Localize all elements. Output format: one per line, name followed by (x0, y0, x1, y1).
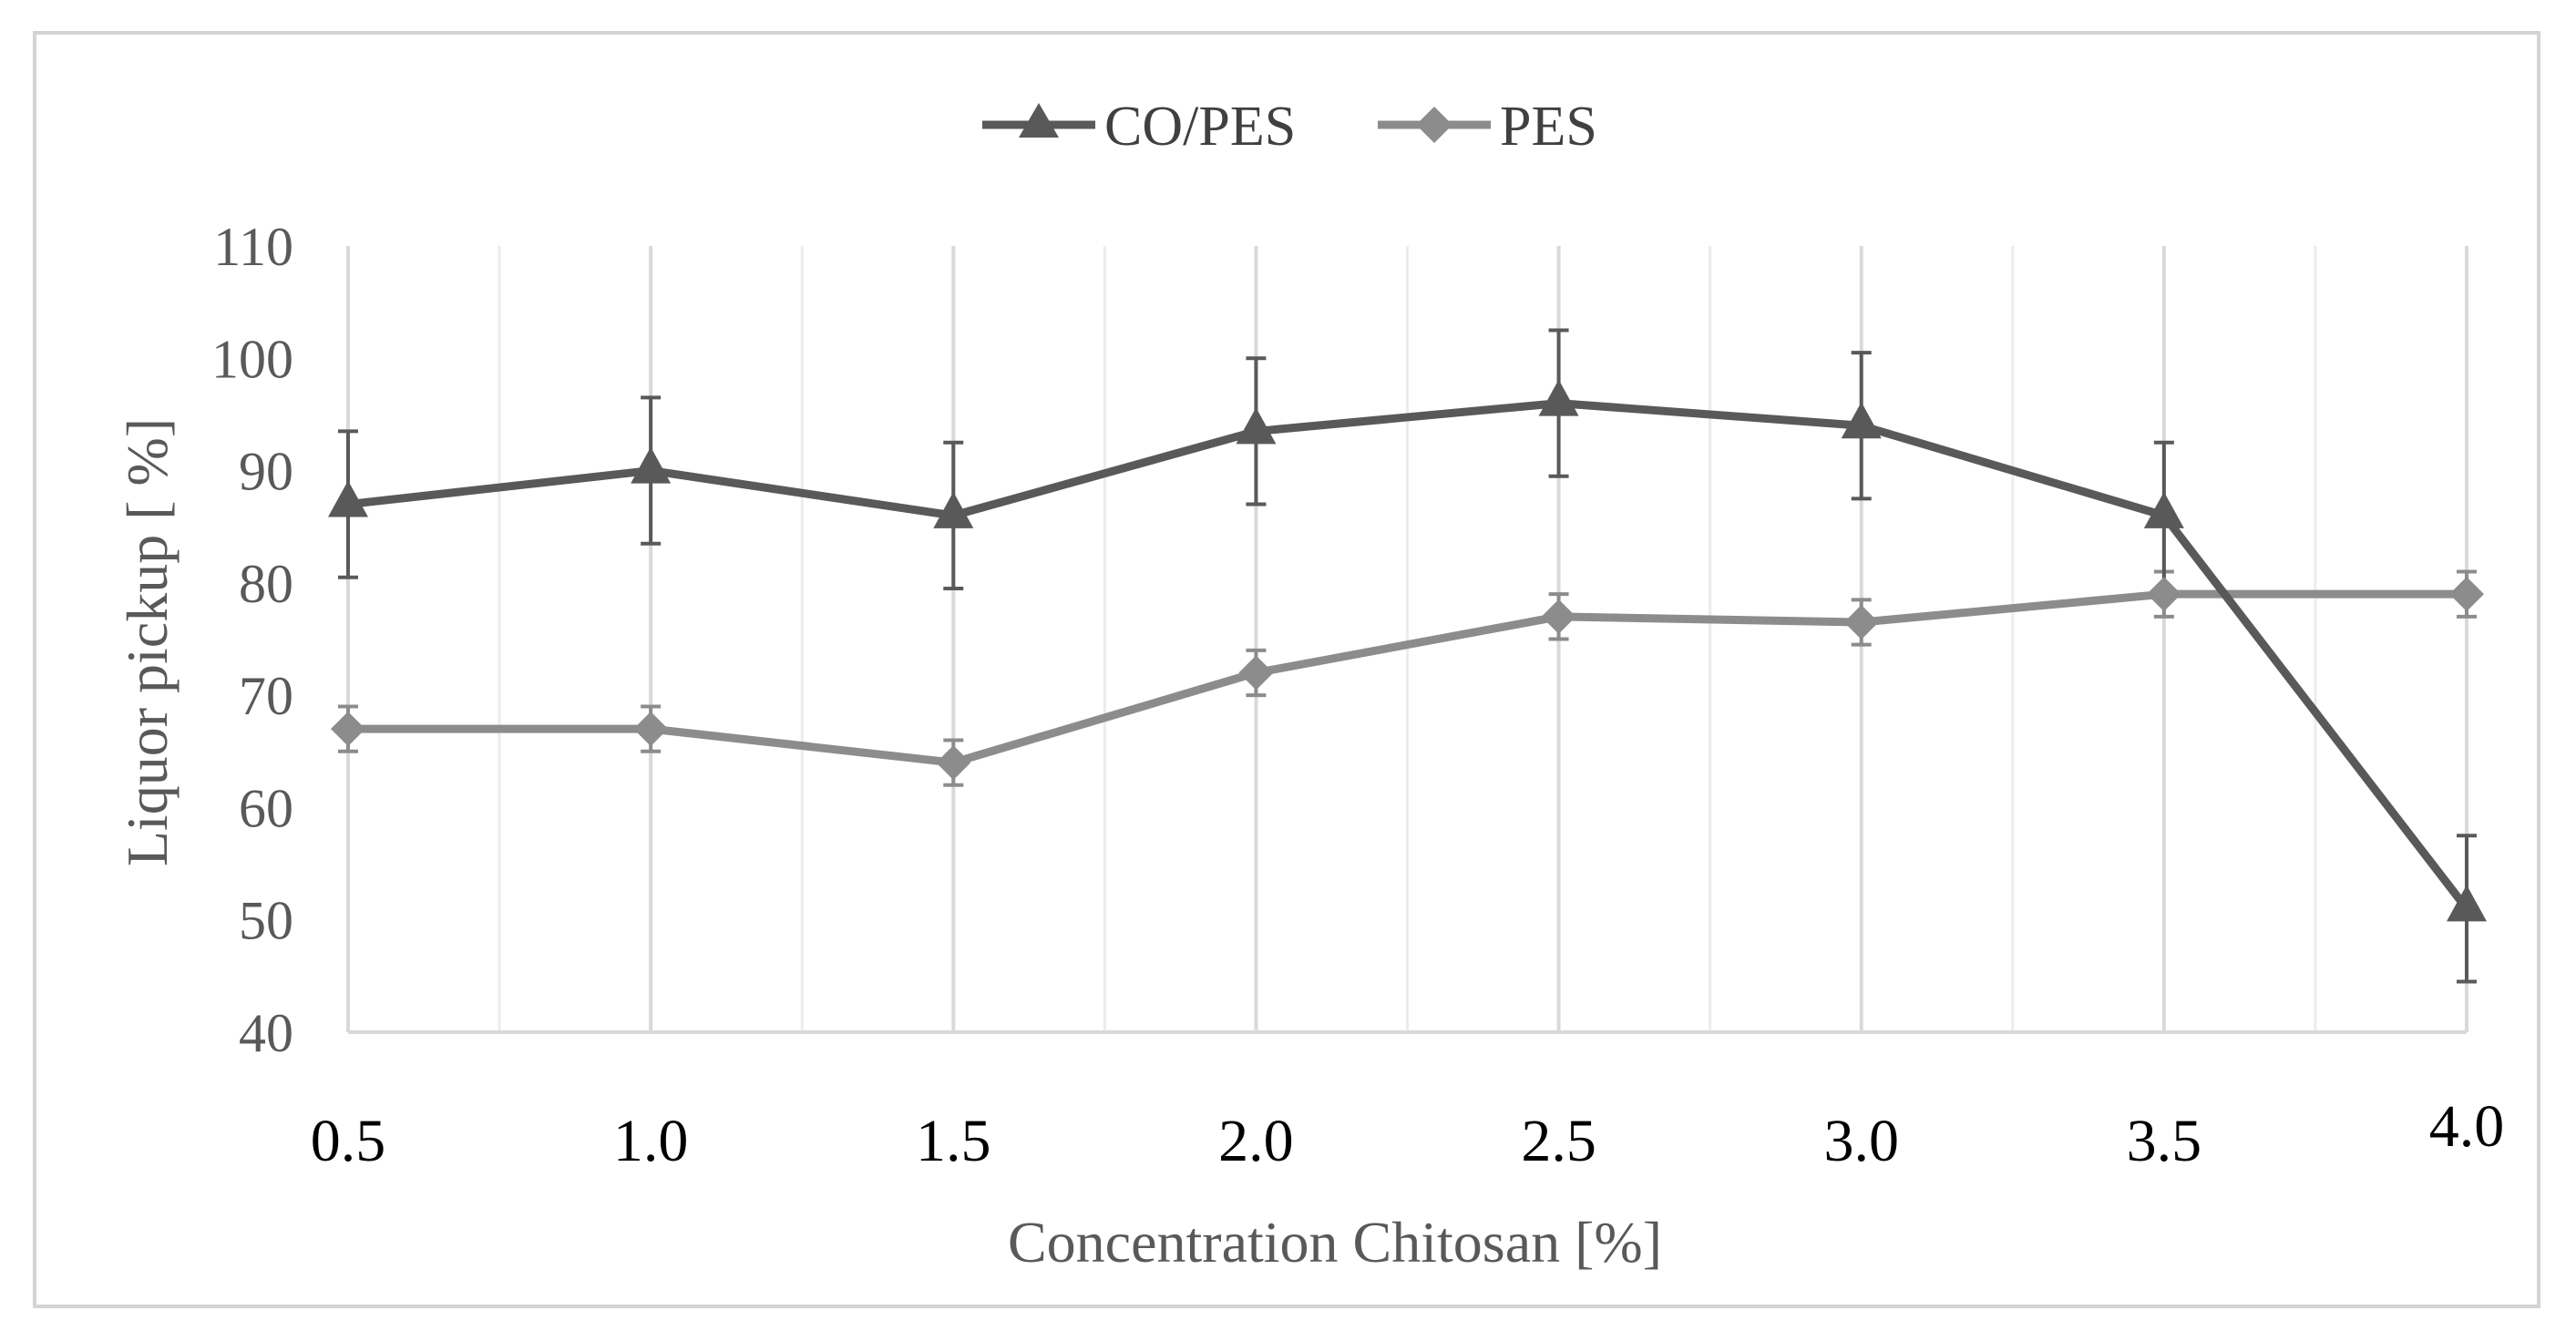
series-lines (347, 399, 2470, 912)
legend: CO/PES PES (982, 96, 1597, 158)
y-tick-label-80: 80 (239, 554, 293, 614)
y-tick-label-110: 110 (213, 217, 293, 277)
series-line-pes (348, 589, 2467, 767)
legend-label-co-pes: CO/PES (1104, 96, 1296, 158)
x-tick-label-3-0: 3.0 (1823, 1108, 1899, 1174)
series-line-co-pes (347, 399, 2470, 912)
y-tick-label-100: 100 (211, 329, 293, 389)
x-tick-label-4-0: 4.0 (2429, 1093, 2505, 1160)
marker-co-pes-3-0 (1841, 402, 1882, 439)
x-tick-label-0-5: 0.5 (311, 1108, 386, 1174)
y-axis-title: Liquor pickup [ %] (115, 418, 180, 866)
x-tick-label-1-5: 1.5 (916, 1108, 991, 1174)
y-axis-ticks: 40 50 60 70 80 90 100 110 (211, 217, 293, 1063)
legend-marker-pes (1416, 107, 1452, 143)
marker-pes-1-5 (936, 745, 971, 781)
marker-co-pes-0-5 (328, 480, 368, 517)
marker-co-pes-3-5 (2143, 491, 2184, 528)
marker-pes-2-0 (1238, 655, 1274, 691)
marker-co-pes-1-5 (933, 491, 974, 528)
series-markers (328, 379, 2487, 922)
marker-pes-3-5 (2146, 577, 2181, 612)
x-tick-label-2-5: 2.5 (1521, 1108, 1596, 1174)
y-tick-label-50: 50 (239, 891, 293, 951)
y-tick-label-90: 90 (239, 442, 293, 502)
marker-pes-0-5 (331, 711, 365, 747)
marker-pes-4-0 (2449, 577, 2484, 612)
y-tick-label-70: 70 (239, 666, 293, 726)
marker-co-pes-1-0 (631, 446, 672, 484)
marker-co-pes-4-0 (2447, 885, 2487, 922)
marker-pes-2-5 (1541, 599, 1576, 634)
y-tick-label-40: 40 (239, 1003, 293, 1063)
x-tick-label-2-0: 2.0 (1218, 1108, 1294, 1174)
marker-pes-1-0 (633, 711, 669, 747)
marker-co-pes-2-5 (1538, 379, 1579, 416)
x-tick-label-3-5: 3.5 (2127, 1108, 2202, 1174)
x-axis-ticks: 0.5 1.0 1.5 2.0 2.5 3.0 3.5 4.0 (311, 1093, 2505, 1174)
y-tick-label-60: 60 (239, 778, 293, 838)
marker-pes-3-0 (1843, 605, 1879, 640)
x-tick-label-1-0: 1.0 (613, 1108, 689, 1174)
grid-lines (346, 246, 2468, 1032)
x-axis-title: Concentration Chitosan [%] (1008, 1210, 1662, 1274)
marker-co-pes-2-0 (1236, 407, 1277, 445)
legend-label-pes: PES (1500, 96, 1597, 158)
legend-marker-co-pes (1019, 103, 1059, 138)
